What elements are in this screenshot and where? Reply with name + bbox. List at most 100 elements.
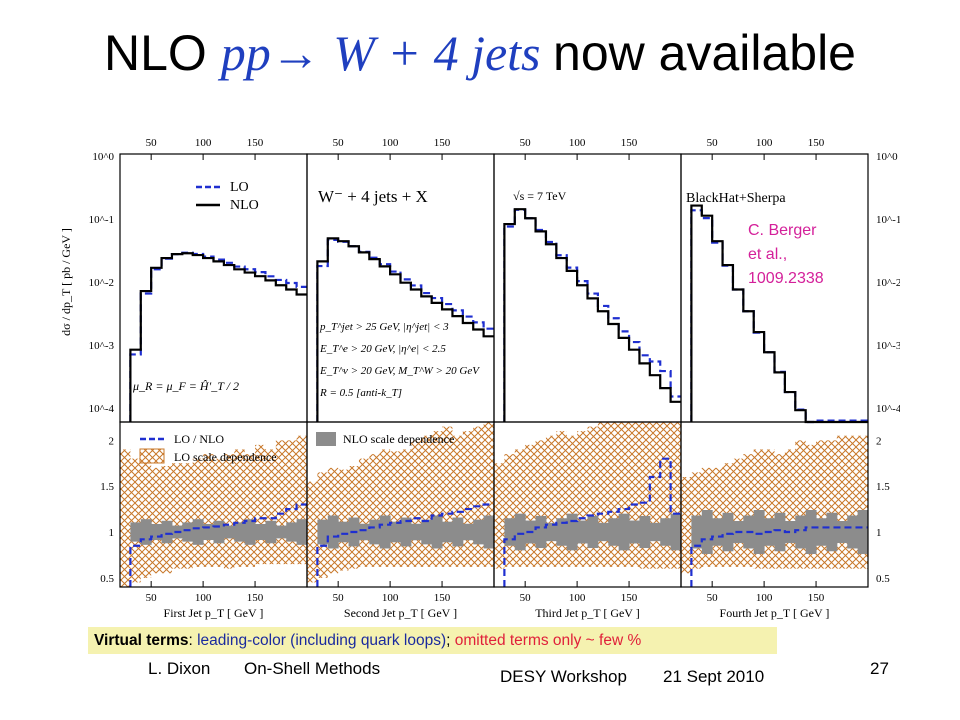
nlo-scale-band-bin	[774, 512, 786, 552]
nlo-scale-band-bin	[566, 513, 578, 551]
top-x-tick-label: 100	[195, 137, 212, 149]
w4jets-plot: 50 50 100 100 150 150 First Jet p_T [ GeV ] 50 5…	[59, 137, 900, 620]
lo-histogram-panel-4	[690, 209, 868, 424]
bottom-y-tick-label-right: 1.5	[876, 481, 890, 493]
top-x-tick-label: 50	[707, 137, 719, 149]
top-y-axis-label: dσ / dp_T [ pb / GeV ]	[59, 228, 73, 336]
footer-author: L. Dixon	[148, 659, 211, 678]
nlo-scale-band-bin	[722, 512, 734, 552]
top-x-tick-label: 150	[621, 137, 638, 149]
nlo-scale-band-bin	[431, 515, 443, 549]
lo-scale-band-panel-1	[120, 435, 307, 587]
top-y-tick-label-right: 10^-3	[876, 340, 900, 352]
nlo-scale-band-bin	[379, 515, 391, 549]
panel-x-axis-label: Fourth Jet p_T [ GeV ]	[720, 606, 830, 620]
bottom-x-tick-label: 150	[621, 592, 638, 604]
title-process: pp	[220, 25, 271, 81]
cut-label: E_T^e > 20 GeV, |η^e| < 2.5	[319, 343, 446, 355]
nlo-histogram-panel-2	[316, 237, 494, 422]
virtual-terms-label: Virtual terms	[94, 632, 189, 649]
w4jets-figure: 50 50 100 100 150 150 First Jet p_T [ GeV ] 50 5…	[58, 132, 900, 622]
top-y-tick-label-right: 10^-1	[876, 214, 900, 226]
nlo-scale-band-bin	[483, 515, 495, 549]
bottom-x-tick-label: 150	[247, 592, 264, 604]
lo-histogram-panel-1	[129, 251, 307, 422]
top-x-tick-label: 100	[756, 137, 773, 149]
nlo-scale-band-bin	[327, 515, 339, 549]
nlo-scale-band-bin	[369, 519, 381, 545]
generator-label: BlackHat+Sherpa	[686, 191, 786, 206]
nlo-scale-band-bin	[442, 521, 453, 543]
nlo-scale-band-bin	[545, 522, 557, 542]
nlo-scale-band-bin	[504, 518, 516, 546]
bottom-x-tick-label: 150	[808, 592, 825, 604]
panel-x-axis-label: Second Jet p_T [ GeV ]	[344, 606, 457, 620]
legend-ratio-label: LO / NLO	[174, 432, 224, 446]
nlo-scale-band-bin	[556, 518, 568, 546]
nlo-scale-band-bin	[795, 515, 807, 549]
nlo-scale-band-bin	[317, 519, 329, 545]
bottom-x-tick-label: 50	[146, 592, 158, 604]
citation-line: et al.,	[748, 246, 787, 263]
top-y-tick-label-right: 10^-2	[876, 277, 900, 289]
nlo-scale-band-bin	[140, 519, 152, 545]
nlo-scale-band-bin	[618, 513, 630, 551]
nlo-scale-band-bin	[816, 518, 827, 546]
panel-x-axis-label: First Jet p_T [ GeV ]	[164, 606, 264, 620]
legend-nlo-scale-swatch	[316, 432, 336, 446]
citation-line: 1009.2338	[748, 270, 824, 287]
nlo-scale-band-bin	[805, 510, 817, 554]
panel-x-axis-label: Third Jet p_T [ GeV ]	[535, 606, 640, 620]
nlo-scale-band-bin	[421, 519, 433, 545]
nlo-scale-band-bin	[836, 521, 848, 543]
nlo-scale-band-bin	[203, 523, 214, 541]
nlo-scale-band-bin	[390, 521, 401, 543]
title-arrow: →	[270, 25, 321, 81]
top-y-tick-label-left: 10^-3	[89, 340, 115, 352]
top-x-tick-label: 150	[808, 137, 825, 149]
bottom-y-tick-label-right: 2	[876, 435, 882, 447]
nlo-scale-band-bin	[338, 521, 350, 543]
nlo-scale-band-bin	[192, 519, 204, 545]
nlo-scale-band-bin	[535, 515, 547, 549]
nlo-scale-band-bin	[847, 515, 859, 549]
bottom-x-tick-label: 50	[520, 592, 532, 604]
top-x-tick-label: 100	[569, 137, 586, 149]
nlo-scale-band-bin	[608, 518, 620, 546]
nlo-scale-band-bin	[255, 523, 266, 541]
nlo-scale-band-bin	[223, 525, 235, 539]
nlo-scale-band-bin	[753, 510, 765, 554]
legend-lo-label: LO	[230, 180, 249, 195]
nlo-scale-band-bin	[649, 522, 661, 542]
legend-lo-scale-swatch	[139, 448, 165, 464]
nlo-scale-band-bin	[826, 512, 838, 552]
bottom-y-tick-label-left: 0.5	[100, 573, 114, 585]
bottom-x-tick-label: 50	[333, 592, 345, 604]
nlo-scale-band-bin	[244, 519, 256, 545]
legend-nlo-label: NLO	[230, 198, 259, 213]
footer-page-number: 27	[870, 659, 889, 678]
footer-talk: On-Shell Methods	[244, 659, 381, 678]
virtual-terms-omitted: omitted terms only ~ few %	[454, 632, 642, 649]
top-y-tick-label-right: 10^-4	[876, 403, 900, 415]
lo-nlo-ratio-panel-1	[129, 503, 307, 587]
bottom-y-tick-label-right: 0.5	[876, 573, 890, 585]
legend-lo-scale-label: LO scale dependence	[174, 450, 277, 464]
bottom-x-tick-label: 100	[569, 592, 586, 604]
nlo-histogram-panel-3	[503, 208, 681, 422]
bottom-y-tick-label-left: 1.5	[100, 481, 114, 493]
nlo-scale-band-bin	[296, 519, 308, 545]
nlo-scale-band-bin	[712, 518, 724, 546]
panel-frame-bottom	[680, 421, 869, 588]
nlo-scale-band-bin	[514, 513, 526, 551]
top-x-tick-label: 50	[520, 137, 532, 149]
top-x-tick-label: 100	[382, 137, 399, 149]
bottom-y-tick-label-left: 2	[109, 435, 115, 447]
nlo-scale-band-bin	[130, 522, 142, 542]
nlo-scale-band-bin	[597, 522, 609, 542]
nlo-scale-band-bin	[213, 520, 225, 544]
footer-event: DESY Workshop	[500, 667, 627, 686]
top-x-tick-label: 150	[247, 137, 264, 149]
nlo-scale-band-bin	[701, 510, 713, 554]
top-x-tick-label: 50	[333, 137, 345, 149]
